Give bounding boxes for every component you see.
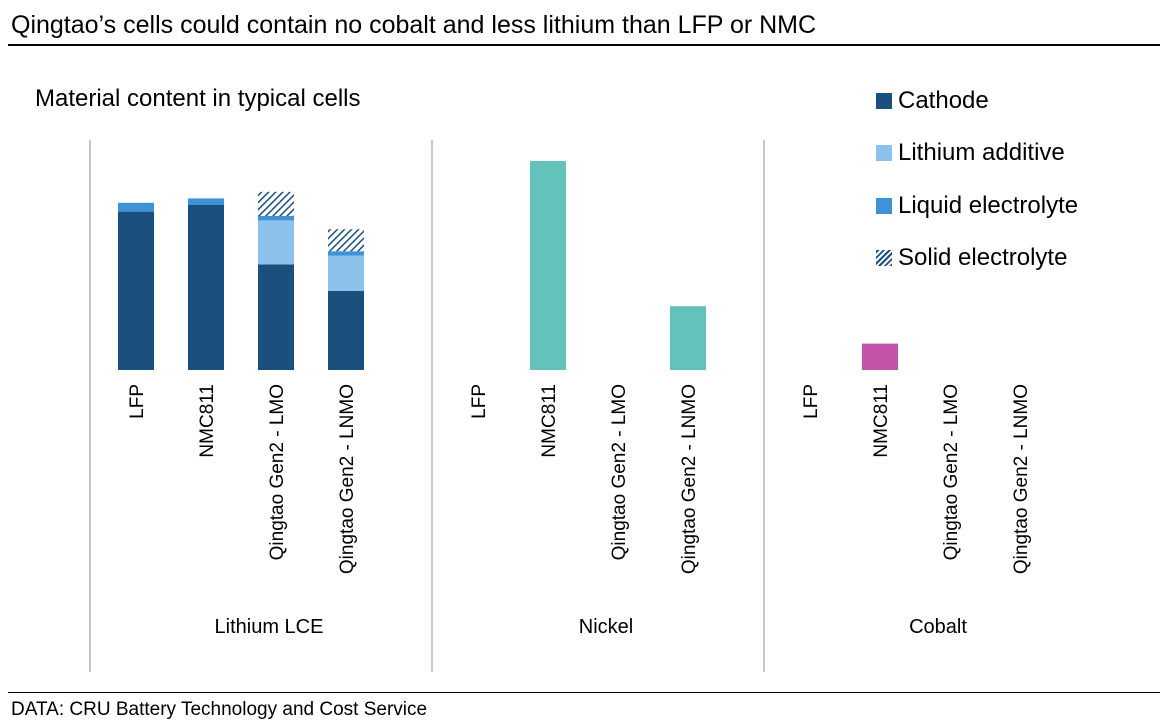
legend-item-liquid-electrolyte: Liquid electrolyte xyxy=(876,191,1078,221)
source-note: DATA: CRU Battery Technology and Cost Se… xyxy=(11,699,428,720)
tick-label-cobalt-lfp: LFP xyxy=(801,384,822,419)
bar-cobalt-nmc811-cobalt xyxy=(862,343,898,370)
bar-lithium-lce-nmc811-cathode xyxy=(188,205,224,370)
tick-label-nickel-qingtao-gen2-lmo: Qingtao Gen2 - LMO xyxy=(609,384,630,560)
bar-lithium-lce-qingtao-gen2-lnmo-solid-electrolyte xyxy=(328,229,364,252)
tick-label-nickel-lfp: LFP xyxy=(469,384,490,419)
legend-label: Cathode xyxy=(898,87,989,114)
bar-lithium-lce-lfp-liquid-electrolyte xyxy=(118,202,154,212)
bar-lithium-lce-qingtao-gen2-lmo-lithium-additive xyxy=(258,220,294,265)
tick-label-nickel-qingtao-gen2-lnmo: Qingtao Gen2 - LNMO xyxy=(679,384,700,574)
bar-lithium-lce-qingtao-gen2-lmo-cathode xyxy=(258,264,294,370)
bar-lithium-lce-nmc811-liquid-electrolyte xyxy=(188,198,224,205)
legend-label: Solid electrolyte xyxy=(898,244,1068,271)
bar-lithium-lce-qingtao-gen2-lnmo-liquid-electrolyte xyxy=(328,251,364,256)
tick-label-lithium-lce-nmc811: NMC811 xyxy=(197,384,218,458)
legend-item-solid-electrolyte: Solid electrolyte xyxy=(876,243,1067,273)
legend-label: Lithium additive xyxy=(898,139,1065,166)
bar-nickel-qingtao-gen2-lnmo-nickel xyxy=(670,306,706,370)
chart-subtitle: Material content in typical cells xyxy=(35,85,361,112)
bar-lithium-lce-qingtao-gen2-lmo-solid-electrolyte xyxy=(258,191,294,216)
tick-label-cobalt-qingtao-gen2-lmo: Qingtao Gen2 - LMO xyxy=(941,384,962,560)
panel-label-lithium-lce: Lithium LCE xyxy=(215,616,324,638)
footer-rule xyxy=(8,692,1160,693)
legend-swatch-lithium-additive xyxy=(876,145,892,161)
legend-label: Liquid electrolyte xyxy=(898,192,1079,219)
tick-label-nickel-nmc811: NMC811 xyxy=(539,384,560,458)
chart-title: Qingtao’s cells could contain no cobalt … xyxy=(11,11,817,39)
bar-lithium-lce-lfp-cathode xyxy=(118,211,154,370)
tick-label-lithium-lce-lfp: LFP xyxy=(127,384,148,419)
legend-swatch-liquid-electrolyte xyxy=(876,198,892,214)
legend-item-lithium-additive: Lithium additive xyxy=(876,138,1065,168)
panel-label-nickel: Nickel xyxy=(579,616,633,638)
legend-item-cathode: Cathode xyxy=(876,86,989,116)
tick-label-cobalt-qingtao-gen2-lnmo: Qingtao Gen2 - LNMO xyxy=(1011,384,1032,574)
legend-swatch-solid-electrolyte xyxy=(876,250,892,266)
bar-lithium-lce-qingtao-gen2-lmo-liquid-electrolyte xyxy=(258,216,294,221)
bar-lithium-lce-qingtao-gen2-lnmo-lithium-additive xyxy=(328,255,364,291)
bar-lithium-lce-qingtao-gen2-lnmo-cathode xyxy=(328,290,364,370)
tick-label-lithium-lce-qingtao-gen2-lmo: Qingtao Gen2 - LMO xyxy=(267,384,288,560)
title-rule xyxy=(8,44,1160,46)
panel-label-cobalt: Cobalt xyxy=(909,616,967,638)
tick-label-cobalt-nmc811: NMC811 xyxy=(871,384,892,458)
legend-swatch-cathode xyxy=(876,93,892,109)
tick-label-lithium-lce-qingtao-gen2-lnmo: Qingtao Gen2 - LNMO xyxy=(337,384,358,574)
bar-nickel-nmc811-nickel xyxy=(530,161,566,370)
